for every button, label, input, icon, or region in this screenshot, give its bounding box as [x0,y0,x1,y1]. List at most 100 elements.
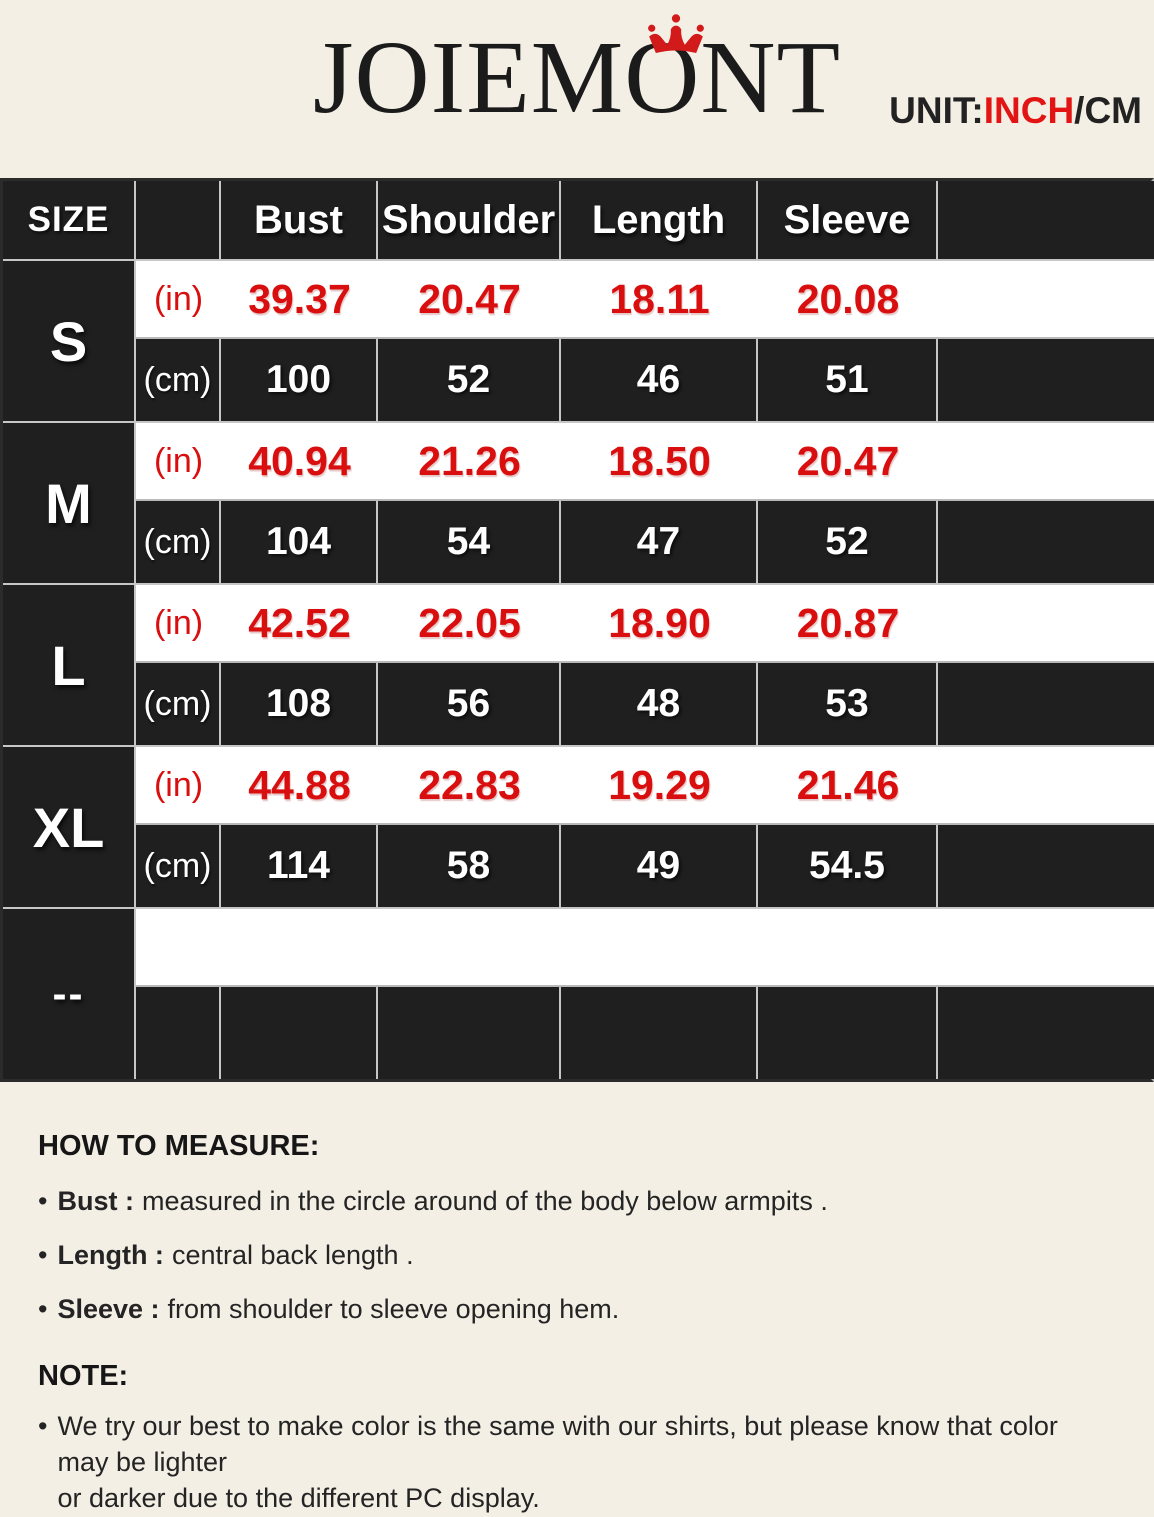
size-label-empty: -- [3,909,136,1079]
unit-cell-in: (in) [136,585,221,663]
bullet-icon: • [38,1186,48,1216]
size-label-xl: XL [3,747,136,909]
unit-cm-suffix: /CM [1074,90,1142,131]
value-empty-sleeve-cm [758,987,938,1079]
value-m-shoulder-cm: 54 [378,501,561,585]
value-s-sleeve-cm: 51 [758,339,938,423]
column-header-unit-empty [136,181,221,261]
value-m-sleeve-cm: 52 [758,501,938,585]
unit-cell-cm-empty [136,987,221,1079]
note-line-2: or darker due to the different PC displa… [57,1483,540,1514]
unit-cell-cm: (cm) [136,825,221,909]
value-l-length-in: 18.90 [561,585,758,663]
value-m-bust-cm: 104 [221,501,378,585]
value-xl-trailing-in [938,747,1154,825]
brand-header: JOIEMONT UNIT:INCH/CM [0,0,1154,178]
column-header-sleeve: Sleeve [758,181,938,261]
brand-logo: JOIEMONT [313,20,841,135]
notes-section: HOW TO MEASURE: • Bust : measured in the … [0,1082,1154,1517]
value-l-shoulder-cm: 56 [378,663,561,747]
size-chart-table: SIZE Bust Shoulder Length Sleeve S (in) … [0,178,1154,1082]
value-m-sleeve-in: 20.47 [758,423,938,501]
unit-cell-in: (in) [136,261,221,339]
value-xl-sleeve-cm: 54.5 [758,825,938,909]
value-empty-shoulder-in [378,909,561,987]
value-xl-sleeve-in: 21.46 [758,747,938,825]
value-s-bust-in: 39.37 [221,261,378,339]
value-m-bust-in: 40.94 [221,423,378,501]
value-s-bust-cm: 100 [221,339,378,423]
value-l-shoulder-in: 22.05 [378,585,561,663]
note-section: NOTE: • We try our best to make color is… [38,1360,1114,1517]
crown-icon [648,14,704,54]
value-m-trailing-in [938,423,1154,501]
unit-cell-in-empty [136,909,221,987]
measure-label: Length : [57,1239,164,1270]
value-s-shoulder-in: 20.47 [378,261,561,339]
unit-cell-in: (in) [136,423,221,501]
value-empty-sleeve-in [758,909,938,987]
value-l-trailing-in [938,585,1154,663]
value-m-shoulder-in: 21.26 [378,423,561,501]
value-empty-trailing-in [938,909,1154,987]
value-empty-shoulder-cm [378,987,561,1079]
value-xl-trailing-cm [938,825,1154,909]
unit-cell-cm: (cm) [136,663,221,747]
column-header-trailing-empty [938,181,1154,261]
bullet-icon: • [38,1411,48,1442]
value-l-sleeve-cm: 53 [758,663,938,747]
value-m-length-cm: 47 [561,501,758,585]
measure-item-bust: • Bust : measured in the circle around of… [38,1185,1114,1219]
column-header-shoulder: Shoulder [378,181,561,261]
size-label-s: S [3,261,136,423]
value-l-trailing-cm [938,663,1154,747]
size-label-m: M [3,423,136,585]
value-l-bust-cm: 108 [221,663,378,747]
note-line-1: We try our best to make color is the sam… [57,1411,1058,1478]
column-header-length: Length [561,181,758,261]
value-s-trailing-cm [938,339,1154,423]
value-xl-length-in: 19.29 [561,747,758,825]
measure-text: from shoulder to sleeve opening hem. [167,1293,620,1324]
value-empty-length-cm [561,987,758,1079]
unit-inch: INCH [983,90,1075,131]
unit-cell-cm: (cm) [136,339,221,423]
measure-label: Sleeve : [57,1293,160,1324]
note-title: NOTE: [38,1360,129,1393]
unit-prefix: UNIT: [889,90,984,131]
measure-label: Bust : [57,1186,134,1216]
column-header-bust: Bust [221,181,378,261]
value-s-sleeve-in: 20.08 [758,261,938,339]
bullet-icon: • [38,1239,48,1270]
note-item: • We try our best to make color is the s… [38,1409,1114,1517]
value-m-length-in: 18.50 [561,423,758,501]
value-empty-trailing-cm [938,987,1154,1079]
measure-item-sleeve: • Sleeve : from shoulder to sleeve openin… [38,1293,1114,1327]
value-s-shoulder-cm: 52 [378,339,561,423]
how-to-measure-title: HOW TO MEASURE: [38,1130,320,1162]
value-s-length-cm: 46 [561,339,758,423]
size-label-l: L [3,585,136,747]
value-xl-length-cm: 49 [561,825,758,909]
unit-cell-in: (in) [136,747,221,825]
value-l-bust-in: 42.52 [221,585,378,663]
value-s-trailing-in [938,261,1154,339]
unit-cell-cm: (cm) [136,501,221,585]
measure-item-length: • Length : central back length . [38,1239,1114,1273]
value-xl-bust-cm: 114 [221,825,378,909]
value-m-trailing-cm [938,501,1154,585]
column-header-size: SIZE [3,181,136,261]
value-xl-bust-in: 44.88 [221,747,378,825]
value-l-sleeve-in: 20.87 [758,585,938,663]
unit-label: UNIT:INCH/CM [889,90,1142,132]
value-xl-shoulder-in: 22.83 [378,747,561,825]
bullet-icon: • [38,1293,48,1324]
value-xl-shoulder-cm: 58 [378,825,561,909]
value-l-length-cm: 48 [561,663,758,747]
value-empty-bust-cm [221,987,378,1079]
measure-text: measured in the circle around of the bod… [141,1186,828,1216]
value-empty-length-in [561,909,758,987]
value-s-length-in: 18.11 [561,261,758,339]
value-empty-bust-in [221,909,378,987]
measure-text: central back length . [171,1239,414,1270]
